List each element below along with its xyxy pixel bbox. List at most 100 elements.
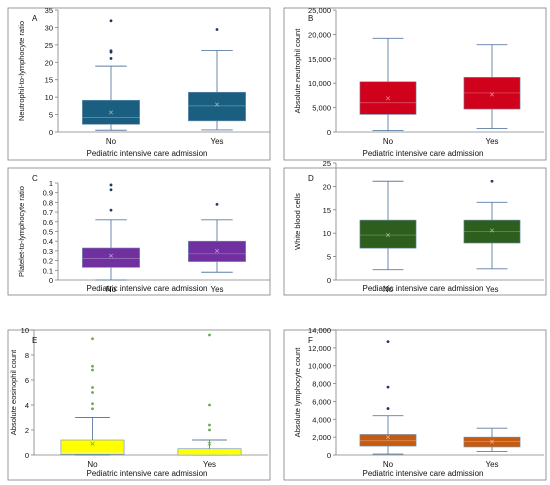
panel-label: A <box>32 14 38 23</box>
box-no <box>60 439 125 455</box>
y-tick-label: 0.2 <box>43 257 53 266</box>
x-axis-label: Pediatric intensive care admission <box>363 149 484 158</box>
y-tick-label: 0.5 <box>43 228 53 237</box>
box-no <box>359 219 417 249</box>
mean-marker <box>385 233 391 238</box>
chart-panel-d: 0 5 10 15 20 25 D White blood cells No YesPediatr… <box>283 159 547 296</box>
panel-label: C <box>32 174 38 183</box>
mean-marker <box>207 441 212 446</box>
outlier-point <box>91 337 94 341</box>
y-tick-label: 4,000 <box>312 415 331 424</box>
mean-marker <box>214 102 220 107</box>
y-axis-label: White blood cells <box>293 193 302 250</box>
outlier-point <box>208 423 211 427</box>
y-tick-label: 14,000 <box>308 326 331 335</box>
outlier-point <box>208 403 211 407</box>
mean-marker <box>385 96 391 101</box>
y-tick-label: 0 <box>25 451 29 460</box>
y-tick-label: 0.8 <box>43 198 53 207</box>
box-yes <box>463 77 521 110</box>
y-tick-label: 0.1 <box>43 266 53 275</box>
panel-label: B <box>308 14 313 23</box>
x-category-label: Yes <box>210 285 223 294</box>
x-category-label: No <box>383 137 394 146</box>
mean-marker <box>489 228 495 233</box>
outlier-point <box>91 391 94 394</box>
y-tick-label: 5 <box>327 253 331 262</box>
x-category-label: No <box>383 460 394 469</box>
x-category-label: No <box>106 137 117 146</box>
y-tick-label: 6 <box>25 376 29 385</box>
box-no <box>82 247 140 268</box>
box-yes <box>177 448 242 456</box>
y-tick-label: 6,000 <box>312 397 331 406</box>
outlier-point <box>109 208 113 212</box>
x-category-label: Yes <box>485 285 498 294</box>
box-yes <box>463 219 521 244</box>
y-tick-label: 10 <box>323 229 331 238</box>
outlier-point <box>109 183 113 187</box>
panel-label: D <box>308 174 314 183</box>
y-tick-label: 2 <box>25 426 29 435</box>
outlier-point <box>91 368 94 372</box>
y-tick-label: 1 <box>49 179 53 188</box>
outlier-point <box>490 179 494 183</box>
y-tick-label: 25 <box>45 41 53 50</box>
y-tick-label: 35 <box>45 6 53 15</box>
panel-frame <box>7 7 271 161</box>
x-category-label: No <box>383 285 394 294</box>
outlier-point <box>215 202 219 206</box>
y-tick-label: 8,000 <box>312 380 331 389</box>
y-tick-label: 2,000 <box>312 433 331 442</box>
y-tick-label: 10 <box>45 93 53 102</box>
outlier-point <box>208 428 211 432</box>
outlier-point <box>386 340 390 344</box>
panel-label: F <box>308 336 313 345</box>
y-tick-label: 4 <box>25 401 29 410</box>
y-tick-label: 0 <box>49 276 53 285</box>
x-axis-label: Pediatric intensive care admission <box>363 469 484 478</box>
mean-marker <box>108 110 114 115</box>
panel-label: E <box>32 336 37 345</box>
chart-panel-f: 0 2,000 4,000 6,000 8,000 10,000 12,000 14,000F… <box>283 326 547 481</box>
x-category-label: Yes <box>210 137 223 146</box>
y-tick-label: 30 <box>45 23 53 32</box>
x-axis-label: Pediatric intensive care admission <box>363 284 484 293</box>
outlier-point <box>109 19 113 23</box>
x-category-label: No <box>106 285 117 294</box>
panel-frame <box>7 329 271 481</box>
y-axis-label: Neutrophil-to-lymphocyte ratio <box>17 21 26 121</box>
mean-marker <box>90 441 95 446</box>
mean-marker <box>108 253 114 258</box>
y-tick-label: 15 <box>45 76 53 85</box>
y-axis-label: Absolute eosinophil count <box>9 349 18 435</box>
y-axis-label: Absolute neutrophil count <box>293 28 302 114</box>
outlier-point <box>91 407 94 411</box>
y-tick-label: 15 <box>323 206 331 215</box>
y-tick-label: 0.4 <box>43 237 53 246</box>
y-tick-label: 0 <box>327 128 331 137</box>
y-tick-label: 10,000 <box>308 362 331 371</box>
y-tick-label: 15,000 <box>308 55 331 64</box>
outlier-point <box>91 364 94 368</box>
outlier-point <box>215 28 219 31</box>
y-tick-label: 0 <box>327 451 331 460</box>
outlier-point <box>109 57 113 60</box>
y-tick-label: 20 <box>323 182 331 191</box>
x-category-label: Yes <box>203 460 216 469</box>
y-tick-label: 5 <box>49 111 53 120</box>
chart-panel-c: 00.10.20.30.40.50.60.70.80.91 C Platelet-t… <box>7 167 271 296</box>
y-tick-label: 0 <box>49 128 53 137</box>
y-tick-label: 0.6 <box>43 218 53 227</box>
outlier-point <box>91 386 94 389</box>
mean-marker <box>214 248 220 253</box>
x-category-label: No <box>87 460 98 469</box>
outlier-point <box>91 402 94 406</box>
box-no <box>359 434 417 447</box>
outlier-point <box>386 385 390 389</box>
y-tick-label: 5,000 <box>312 104 331 113</box>
outlier-point <box>386 407 390 410</box>
mean-marker <box>385 435 391 440</box>
y-tick-label: 10,000 <box>308 79 331 88</box>
